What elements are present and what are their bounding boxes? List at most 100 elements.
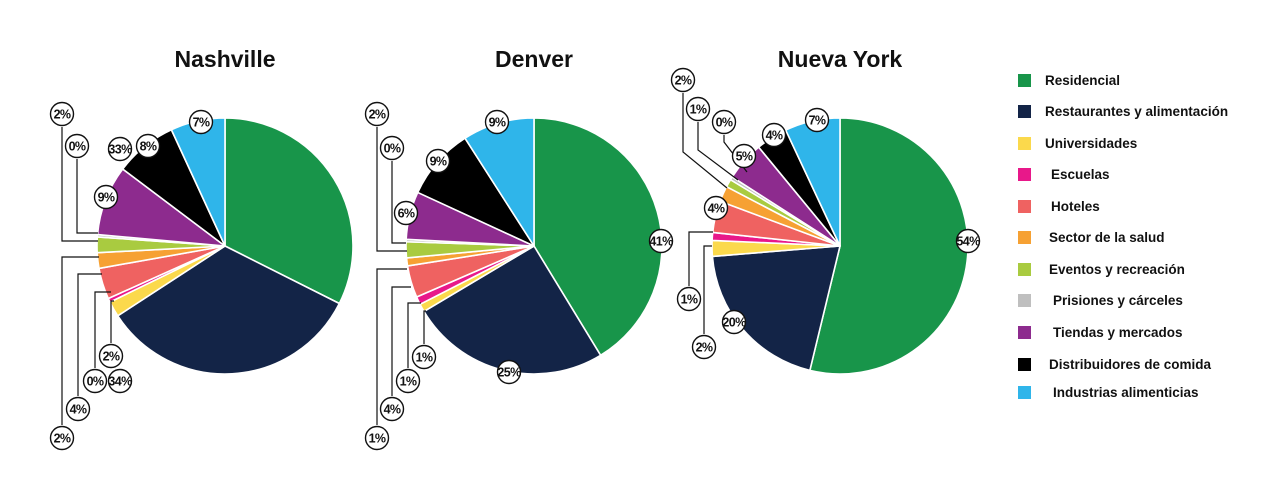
svg-text:9%: 9% (98, 191, 115, 205)
percent-label: 8% (135, 133, 161, 159)
leader-line (376, 268, 407, 425)
percent-label: 2% (49, 101, 75, 127)
legend-swatch (1018, 325, 1031, 339)
chart-title: Denver (495, 46, 573, 72)
pie-chart-3: Nueva York 54% 20% 2% 1% 4% 2% 1% 0% 5% 4% 7% (670, 46, 981, 375)
svg-text:2%: 2% (369, 108, 386, 122)
leader-line (77, 273, 102, 396)
percent-label: 33% (107, 136, 133, 162)
percent-label: 7% (188, 109, 214, 135)
svg-text:1%: 1% (690, 103, 707, 117)
svg-text:8%: 8% (140, 140, 157, 154)
legend-label: Industrias alimenticias (1053, 384, 1199, 400)
percent-label: 0% (711, 109, 737, 135)
svg-text:2%: 2% (54, 108, 71, 122)
legend-swatch (1018, 104, 1031, 118)
legend-swatch (1018, 357, 1031, 371)
legend-item: Prisiones y cárceles (1018, 292, 1183, 308)
percent-label: 0% (64, 133, 90, 159)
svg-text:4%: 4% (70, 403, 87, 417)
legend-item: Universidades (1018, 135, 1137, 151)
svg-text:1%: 1% (400, 375, 417, 389)
legend-label: Sector de la salud (1049, 229, 1165, 245)
percent-label: 0% (82, 368, 108, 394)
svg-text:34%: 34% (108, 375, 132, 389)
leader-line (376, 127, 407, 252)
legend-swatch (1018, 293, 1031, 307)
svg-text:54%: 54% (956, 235, 980, 249)
svg-text:41%: 41% (649, 235, 673, 249)
leader-line (110, 300, 114, 343)
percent-label: 1% (676, 286, 702, 312)
legend-label: Prisiones y cárceles (1053, 292, 1183, 308)
percent-label: 25% (496, 359, 522, 385)
leader-line (391, 286, 411, 396)
legend-label: Tiendas y mercados (1053, 324, 1183, 340)
pie-slice-residencial (224, 117, 354, 305)
percent-label: 0% (379, 135, 405, 161)
leader-line (697, 122, 739, 181)
legend-item: Escuelas (1018, 166, 1110, 182)
svg-text:2%: 2% (696, 341, 713, 355)
percent-label: 1% (395, 368, 421, 394)
legend-swatch (1018, 73, 1031, 87)
legend-item: Distribuidores de comida (1018, 356, 1211, 372)
percent-label: 9% (425, 148, 451, 174)
pie-slice-residencial (809, 117, 969, 375)
leader-line (703, 245, 712, 334)
percent-label: 9% (93, 184, 119, 210)
legend-label: Universidades (1045, 135, 1138, 151)
percent-label: 41% (648, 228, 674, 254)
leader-line (423, 310, 426, 344)
legend-item: Residencial (1018, 72, 1120, 88)
percent-label: 4% (703, 195, 729, 221)
percent-label: 2% (49, 425, 75, 451)
legend-label: Hoteles (1051, 198, 1100, 214)
percent-label: 9% (484, 109, 510, 135)
leader-line (94, 291, 111, 368)
svg-text:7%: 7% (193, 116, 210, 130)
percent-label: 4% (379, 396, 405, 422)
svg-text:20%: 20% (722, 316, 746, 330)
svg-text:1%: 1% (416, 351, 433, 365)
svg-text:5%: 5% (736, 150, 753, 164)
chart-title: Nueva York (778, 46, 903, 72)
legend-item: Tiendas y mercados (1018, 324, 1183, 340)
percent-label: 20% (721, 309, 747, 335)
leader-line (391, 161, 406, 244)
svg-text:9%: 9% (430, 155, 447, 169)
percent-label: 6% (393, 200, 419, 226)
legend-item: Hoteles (1018, 198, 1100, 214)
svg-text:25%: 25% (497, 366, 521, 380)
svg-text:0%: 0% (716, 116, 733, 130)
svg-text:4%: 4% (766, 129, 783, 143)
legend-label: Distribuidores de comida (1049, 356, 1212, 372)
percent-label: 2% (364, 101, 390, 127)
legend-item: Restaurantes y alimentación (1018, 103, 1228, 119)
svg-text:33%: 33% (108, 143, 132, 157)
percent-label: 2% (98, 343, 124, 369)
leader-line (61, 127, 98, 242)
percent-label: 54% (955, 228, 981, 254)
legend-label: Restaurantes y alimentación (1045, 103, 1229, 119)
percent-label: 1% (364, 425, 390, 451)
legend-label: Residencial (1045, 72, 1121, 88)
percent-label: 2% (691, 334, 717, 360)
svg-text:2%: 2% (103, 350, 120, 364)
svg-text:6%: 6% (398, 207, 415, 221)
legend-item: Eventos y recreación (1018, 261, 1185, 277)
svg-text:7%: 7% (809, 114, 826, 128)
svg-text:4%: 4% (708, 202, 725, 216)
svg-text:4%: 4% (384, 403, 401, 417)
pie-chart-2: Denver 41% 25% 1% 1% 4% 1% 2% 0% 6% 9% 9% (364, 46, 674, 451)
percent-label: 5% (731, 143, 757, 169)
legend-item: Industrias alimenticias (1018, 384, 1199, 400)
svg-text:1%: 1% (369, 432, 386, 446)
legend-item: Sector de la salud (1018, 229, 1165, 245)
legend-swatch (1018, 167, 1031, 181)
percent-label: 4% (65, 396, 91, 422)
legend-swatch (1018, 136, 1031, 150)
pie-slice-restaurantes-y-alimentaci-n (116, 245, 341, 375)
leader-line (407, 302, 421, 368)
